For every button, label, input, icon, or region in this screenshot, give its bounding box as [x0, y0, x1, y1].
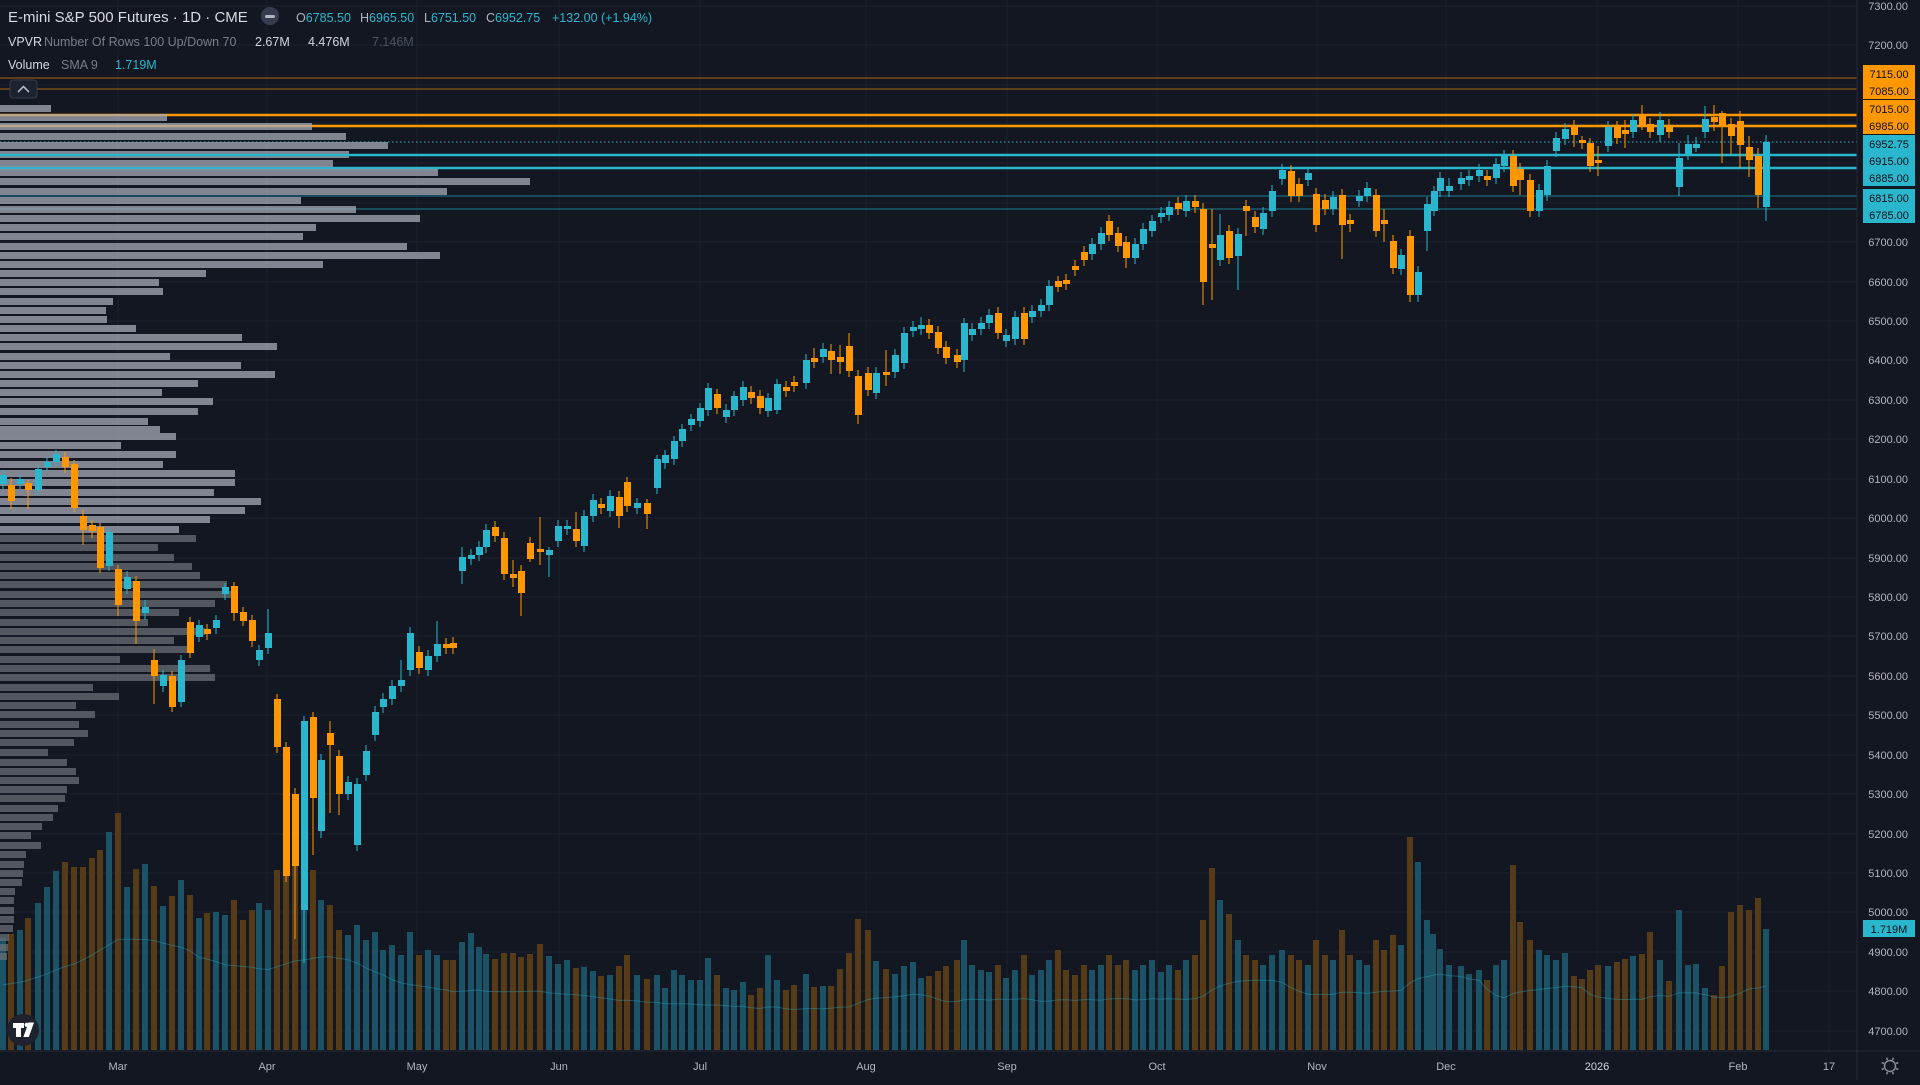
svg-text:5000.00: 5000.00 [1868, 907, 1908, 919]
svg-text:4900.00: 4900.00 [1868, 947, 1908, 959]
svg-text:6400.00: 6400.00 [1868, 355, 1908, 367]
svg-text:6300.00: 6300.00 [1868, 395, 1908, 407]
svg-text:4800.00: 4800.00 [1868, 986, 1908, 998]
svg-text:6815.00: 6815.00 [1869, 193, 1909, 205]
svg-text:5200.00: 5200.00 [1868, 829, 1908, 841]
svg-text:Jul: Jul [693, 1061, 707, 1073]
svg-text:7115.00: 7115.00 [1870, 69, 1909, 81]
svg-text:Sep: Sep [997, 1061, 1017, 1073]
svg-text:5500.00: 5500.00 [1868, 710, 1908, 722]
svg-text:5600.00: 5600.00 [1868, 671, 1908, 683]
svg-text:6915.00: 6915.00 [1869, 156, 1909, 168]
svg-text:6600.00: 6600.00 [1868, 277, 1908, 289]
svg-text:5800.00: 5800.00 [1868, 592, 1908, 604]
svg-text:6700.00: 6700.00 [1868, 237, 1908, 249]
svg-text:5900.00: 5900.00 [1868, 553, 1908, 565]
svg-text:6000.00: 6000.00 [1868, 513, 1908, 525]
svg-text:7200.00: 7200.00 [1868, 40, 1908, 52]
svg-text:6500.00: 6500.00 [1868, 316, 1908, 328]
svg-text:Aug: Aug [856, 1061, 876, 1073]
svg-text:May: May [407, 1061, 428, 1073]
svg-text:17: 17 [1823, 1061, 1835, 1073]
svg-text:6885.00: 6885.00 [1869, 173, 1909, 185]
svg-text:7085.00: 7085.00 [1869, 86, 1909, 98]
svg-text:5300.00: 5300.00 [1868, 789, 1908, 801]
svg-text:5700.00: 5700.00 [1868, 631, 1908, 643]
svg-text:6100.00: 6100.00 [1868, 474, 1908, 486]
svg-text:6952.75: 6952.75 [1869, 139, 1909, 151]
svg-text:1.719M: 1.719M [1871, 924, 1908, 936]
svg-text:Mar: Mar [109, 1061, 128, 1073]
svg-text:E-mini S&P 500 Futures · 1D ·: E-mini S&P 500 Futures · 1D · CME [8, 9, 248, 26]
svg-text:6985.00: 6985.00 [1869, 121, 1909, 133]
svg-text:2026: 2026 [1585, 1061, 1609, 1073]
svg-text:Nov: Nov [1307, 1061, 1327, 1073]
svg-text:7015.00: 7015.00 [1869, 104, 1909, 116]
svg-text:Feb: Feb [1729, 1061, 1748, 1073]
svg-text:Dec: Dec [1436, 1061, 1456, 1073]
svg-text:5100.00: 5100.00 [1868, 868, 1908, 880]
svg-text:4700.00: 4700.00 [1868, 1026, 1908, 1038]
svg-text:Apr: Apr [258, 1061, 275, 1073]
svg-text:Oct: Oct [1148, 1061, 1165, 1073]
svg-text:5400.00: 5400.00 [1868, 750, 1908, 762]
svg-text:6785.00: 6785.00 [1869, 210, 1909, 222]
svg-text:7300.00: 7300.00 [1868, 1, 1908, 13]
svg-text:6200.00: 6200.00 [1868, 434, 1908, 446]
svg-text:Jun: Jun [550, 1061, 568, 1073]
